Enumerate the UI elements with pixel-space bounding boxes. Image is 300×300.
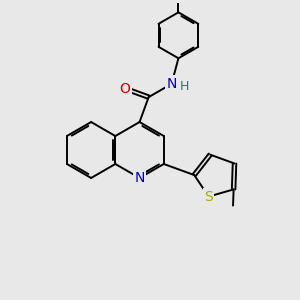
Text: H: H [180, 80, 190, 93]
Text: N: N [134, 171, 145, 185]
Text: S: S [204, 190, 213, 203]
Text: O: O [120, 82, 130, 96]
Text: N: N [167, 77, 177, 91]
